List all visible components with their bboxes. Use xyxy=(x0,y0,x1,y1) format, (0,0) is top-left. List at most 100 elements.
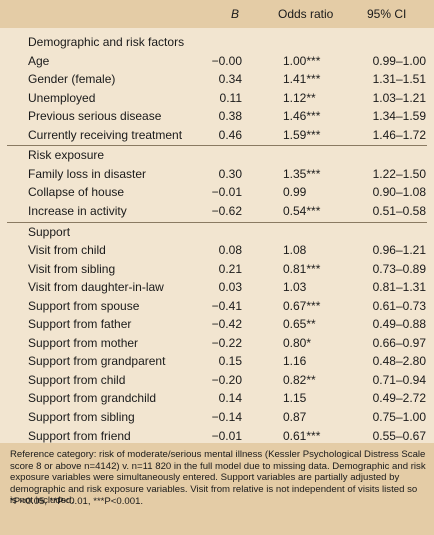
table-row: Support from spouse −0.41 0.67*** 0.61–0.73 xyxy=(0,297,434,315)
table-row: Collapse of house −0.01 0.99 0.90–1.08 xyxy=(0,183,434,201)
table-row: Support from friend −0.01 0.61*** 0.55–0.67 xyxy=(0,427,434,445)
odds-ratio-value: 0.80* xyxy=(283,335,312,350)
variable-label: Family loss in disaster xyxy=(28,166,147,181)
ci-value: 1.31–1.51 xyxy=(372,72,426,87)
table-row: Age −0.00 1.00*** 0.99–1.00 xyxy=(0,52,434,70)
b-value: 0.15 xyxy=(218,354,242,369)
section-heading-row: Support xyxy=(0,223,434,241)
odds-ratio-value: 0.82** xyxy=(283,372,316,387)
ci-value: 1.03–1.21 xyxy=(372,90,426,105)
variable-label: Unemployed xyxy=(28,90,96,105)
ci-value: 0.51–0.58 xyxy=(372,203,426,218)
b-value: −0.42 xyxy=(211,317,242,332)
ci-value: 0.96–1.21 xyxy=(372,243,426,258)
b-value: −0.22 xyxy=(211,335,242,350)
ci-value: 1.22–1.50 xyxy=(372,166,426,181)
table-row: Unemployed 0.11 1.12** 1.03–1.21 xyxy=(0,89,434,107)
variable-label: Gender (female) xyxy=(28,72,116,87)
b-value: −0.01 xyxy=(211,428,242,443)
b-value: 0.46 xyxy=(218,127,242,142)
odds-ratio-value: 1.08 xyxy=(283,243,307,258)
odds-ratio-value: 1.41*** xyxy=(283,72,321,87)
b-value: −0.01 xyxy=(211,185,242,200)
b-value: 0.21 xyxy=(218,261,242,276)
section-heading: Support xyxy=(28,224,71,239)
b-value: 0.08 xyxy=(218,243,242,258)
odds-ratio-value: 1.00*** xyxy=(283,53,321,68)
odds-ratio-value: 1.16 xyxy=(283,354,307,369)
table-row: Visit from sibling 0.21 0.81*** 0.73–0.89 xyxy=(0,260,434,278)
variable-label: Support from child xyxy=(28,372,126,387)
table-row: Support from sibling −0.14 0.87 0.75–1.00 xyxy=(0,408,434,426)
significance-note: *P<0.05, **P<0.01, ***P<0.001. xyxy=(10,496,144,507)
odds-ratio-value: 0.54*** xyxy=(283,203,321,218)
section-heading: Risk exposure xyxy=(28,148,105,163)
variable-label: Previous serious disease xyxy=(28,109,162,124)
section-heading-row: Risk exposure xyxy=(0,146,434,164)
odds-ratio-value: 1.12** xyxy=(283,90,316,105)
table-row: Support from child −0.20 0.82** 0.71–0.94 xyxy=(0,371,434,389)
table-row: Gender (female) 0.34 1.41*** 1.31–1.51 xyxy=(0,70,434,88)
ci-value: 1.46–1.72 xyxy=(372,127,426,142)
variable-label: Support from spouse xyxy=(28,298,140,313)
ci-value: 0.55–0.67 xyxy=(372,428,426,443)
table-row: Previous serious disease 0.38 1.46*** 1.34–… xyxy=(0,107,434,125)
b-value: −0.00 xyxy=(211,53,242,68)
b-value: −0.14 xyxy=(211,410,242,424)
variable-label: Support from father xyxy=(28,317,132,332)
variable-label: Visit from child xyxy=(28,243,106,258)
ci-value: 0.73–0.89 xyxy=(372,261,426,276)
b-value: 0.30 xyxy=(218,166,242,181)
odds-ratio-value: 0.61*** xyxy=(283,428,321,443)
variable-label: Collapse of house xyxy=(28,185,125,200)
variable-label: Visit from sibling xyxy=(28,261,116,276)
ci-value: 0.48–2.80 xyxy=(372,354,426,369)
odds-ratio-value: 1.03 xyxy=(283,280,307,295)
header-95-ci: 95% CI xyxy=(367,7,407,21)
b-value: −0.62 xyxy=(211,203,242,218)
odds-ratio-value: 0.87 xyxy=(283,410,307,424)
section-divider xyxy=(7,145,427,147)
ci-value: 0.71–0.94 xyxy=(372,372,426,387)
ci-value: 0.75–1.00 xyxy=(372,410,426,424)
variable-label: Currently receiving treatment xyxy=(28,127,183,142)
b-value: −0.41 xyxy=(211,298,242,313)
ci-value: 0.81–1.31 xyxy=(372,280,426,295)
table-row: Family loss in disaster 0.30 1.35*** 1.22–1… xyxy=(0,165,434,183)
variable-label: Visit from daughter-in-law xyxy=(28,280,164,295)
variable-label: Increase in activity xyxy=(28,203,127,218)
odds-ratio-value: 1.35*** xyxy=(283,166,321,181)
variable-label: Support from grandparent xyxy=(28,354,166,369)
header-odds-ratio: Odds ratio xyxy=(278,7,334,21)
odds-ratio-value: 0.99 xyxy=(283,185,307,200)
odds-ratio-value: 0.65** xyxy=(283,317,316,332)
variable-label: Age xyxy=(28,53,50,68)
variable-label: Support from friend xyxy=(28,428,131,443)
ci-value: 0.61–0.73 xyxy=(372,298,426,313)
odds-ratio-value: 1.46*** xyxy=(283,109,321,124)
b-value: 0.14 xyxy=(218,391,242,406)
variable-label: Support from sibling xyxy=(28,410,135,424)
section-divider xyxy=(7,221,427,223)
variable-label: Support from grandchild xyxy=(28,391,157,406)
ci-value: 0.66–0.97 xyxy=(372,335,426,350)
ci-value: 0.90–1.08 xyxy=(372,185,426,200)
b-value: 0.03 xyxy=(218,280,242,295)
table-header: B Odds ratio 95% CI xyxy=(0,0,434,28)
ci-value: 0.49–2.72 xyxy=(372,391,426,406)
odds-ratio-value: 1.15 xyxy=(283,391,307,406)
table-row: Visit from child 0.08 1.08 0.96–1.21 xyxy=(0,241,434,259)
table-row: Support from mother −0.22 0.80* 0.66–0.97 xyxy=(0,334,434,352)
table-row: Visit from daughter-in-law 0.03 1.03 0.81–1… xyxy=(0,278,434,296)
header-b: B xyxy=(231,7,240,21)
b-value: 0.11 xyxy=(219,90,242,105)
table-row: Currently receiving treatment 0.46 1.59***… xyxy=(0,126,434,144)
table-row: Support from father −0.42 0.65** 0.49–0.88 xyxy=(0,315,434,333)
section-heading: Demographic and risk factors xyxy=(28,35,185,49)
table-footer: Reference category: risk of moderate/ser… xyxy=(0,443,434,535)
table-row: Increase in activity −0.62 0.54*** 0.51–0.5… xyxy=(0,202,434,220)
section-heading-row: Demographic and risk factors xyxy=(0,33,434,51)
variable-label: Support from mother xyxy=(28,335,139,350)
b-value: −0.20 xyxy=(211,372,242,387)
